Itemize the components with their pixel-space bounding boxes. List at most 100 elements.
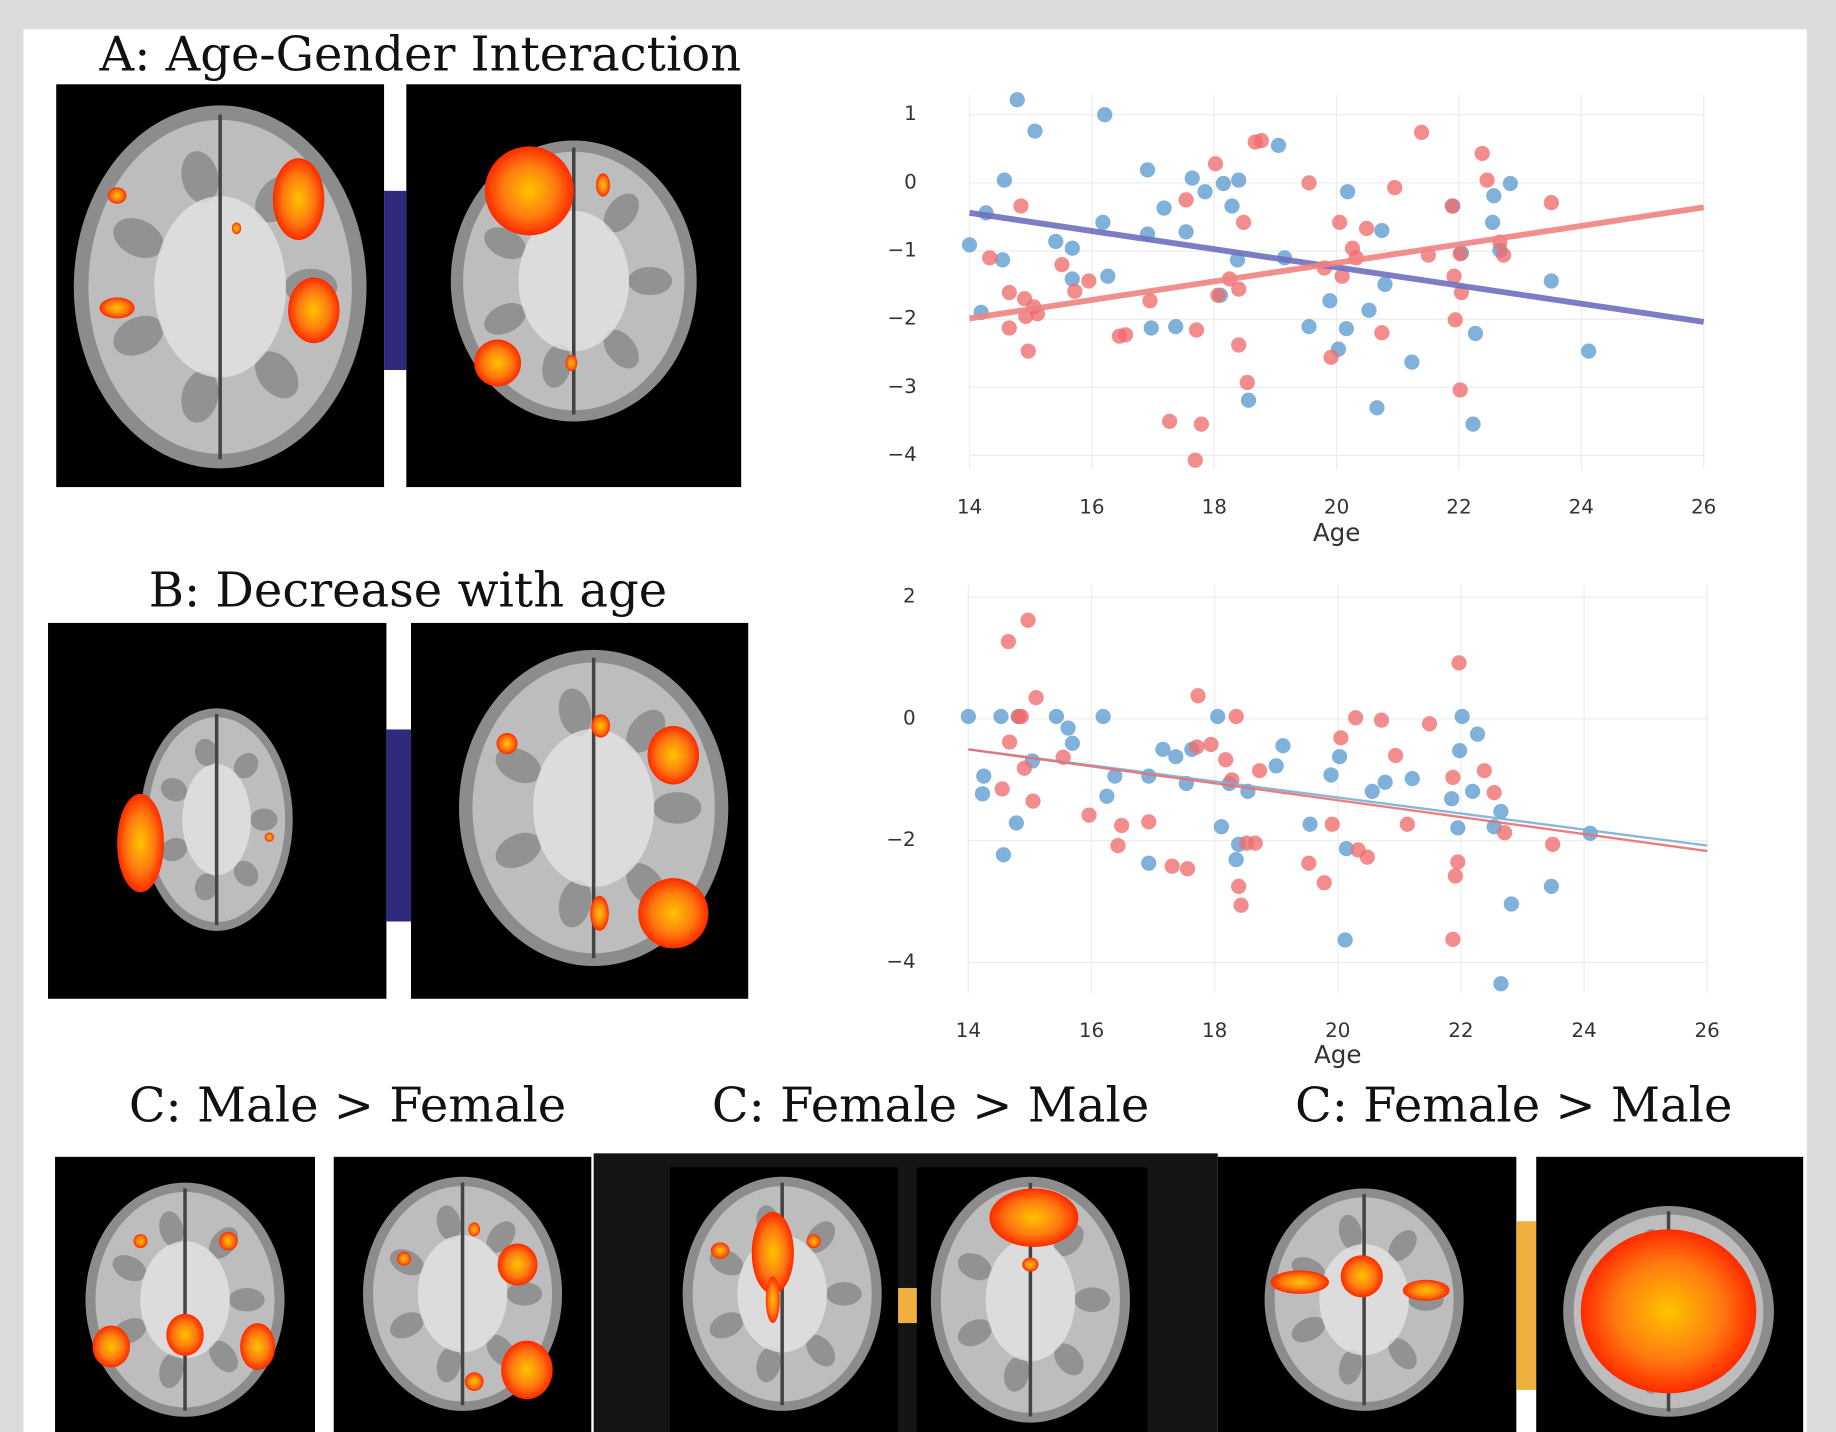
y-tick-label: 0 — [903, 706, 916, 729]
activation — [397, 1252, 411, 1266]
x-axis-title: Age — [1314, 1040, 1362, 1069]
data-point — [1453, 246, 1468, 261]
data-point — [1470, 727, 1485, 742]
activation — [1270, 1270, 1329, 1293]
activation — [766, 1276, 780, 1323]
data-point — [1240, 375, 1255, 390]
data-point — [1487, 785, 1502, 800]
data-point — [1452, 743, 1467, 758]
data-point — [1141, 856, 1156, 871]
activation — [474, 340, 521, 387]
data-point — [1465, 416, 1480, 431]
activation — [1403, 1280, 1450, 1301]
activation — [1581, 1229, 1757, 1393]
activation — [265, 833, 274, 842]
data-point — [1189, 322, 1204, 337]
x-tick-label: 22 — [1448, 1019, 1473, 1042]
x-tick-label: 20 — [1325, 1019, 1350, 1042]
data-point — [1414, 125, 1429, 140]
activation — [566, 355, 578, 371]
data-point — [1168, 749, 1183, 764]
data-point — [1025, 794, 1040, 809]
data-point — [1241, 393, 1256, 408]
data-point — [1236, 215, 1251, 230]
data-point — [995, 781, 1010, 796]
x-tick-label: 22 — [1446, 496, 1471, 519]
data-point — [1332, 749, 1347, 764]
data-point — [1097, 107, 1112, 122]
activation — [648, 726, 700, 785]
data-point — [1210, 288, 1225, 303]
data-point — [1142, 293, 1157, 308]
data-point — [1060, 720, 1075, 735]
data-point — [1544, 273, 1559, 288]
data-point — [1254, 133, 1269, 148]
data-point — [1049, 709, 1064, 724]
data-point — [1027, 123, 1042, 138]
activation — [590, 896, 609, 931]
data-point — [1229, 709, 1244, 724]
data-point — [1231, 879, 1246, 894]
data-point — [996, 847, 1011, 862]
activation — [596, 173, 610, 196]
data-point — [1275, 738, 1290, 753]
data-point — [1048, 234, 1063, 249]
data-point — [1229, 852, 1244, 867]
data-point — [1448, 312, 1463, 327]
data-point — [1144, 320, 1159, 335]
data-point — [1361, 303, 1376, 318]
data-point — [1422, 716, 1437, 731]
activation — [485, 146, 574, 235]
data-point — [1468, 326, 1483, 341]
data-point — [1360, 850, 1375, 865]
data-point — [1405, 771, 1420, 786]
data-point — [1017, 761, 1032, 776]
data-point — [1190, 688, 1205, 703]
activation — [134, 1234, 148, 1248]
x-tick-label: 16 — [1079, 1019, 1104, 1042]
activation — [501, 1341, 553, 1400]
data-point — [1165, 859, 1180, 874]
colorbar — [898, 1288, 917, 1323]
data-point — [1114, 818, 1129, 833]
activation — [468, 1222, 480, 1236]
data-point — [1365, 784, 1380, 799]
data-point — [1065, 241, 1080, 256]
data-point — [962, 237, 977, 252]
data-point — [1203, 737, 1218, 752]
y-tick-label: 2 — [903, 585, 916, 608]
data-point — [1010, 92, 1025, 107]
activation — [1022, 1258, 1038, 1272]
data-point — [1333, 730, 1348, 745]
data-point — [1545, 837, 1560, 852]
data-point — [1450, 820, 1465, 835]
data-point — [1339, 321, 1354, 336]
data-point — [1451, 655, 1466, 670]
colorbar — [1516, 1221, 1536, 1390]
data-point — [1453, 382, 1468, 397]
activation — [108, 187, 127, 203]
data-point — [1455, 709, 1470, 724]
data-point — [1377, 277, 1392, 292]
data-point — [1096, 709, 1111, 724]
data-point — [1497, 825, 1512, 840]
brain-gyrus — [506, 1282, 542, 1305]
panel-label: C: Female > Male — [1295, 1078, 1732, 1134]
data-point — [1231, 282, 1246, 297]
data-point — [1014, 709, 1029, 724]
x-tick-label: 24 — [1569, 496, 1594, 519]
x-tick-label: 26 — [1691, 496, 1716, 519]
y-tick-label: −4 — [886, 950, 915, 973]
x-tick-label: 18 — [1202, 496, 1227, 519]
data-point — [997, 173, 1012, 188]
activation — [166, 1314, 203, 1356]
data-point — [1021, 344, 1036, 359]
data-point — [1465, 784, 1480, 799]
data-point — [1013, 198, 1028, 213]
activation — [288, 278, 340, 344]
data-point — [1002, 734, 1017, 749]
data-point — [1322, 293, 1337, 308]
x-tick-label: 26 — [1695, 1019, 1720, 1042]
data-point — [1348, 710, 1363, 725]
data-point — [1504, 896, 1519, 911]
